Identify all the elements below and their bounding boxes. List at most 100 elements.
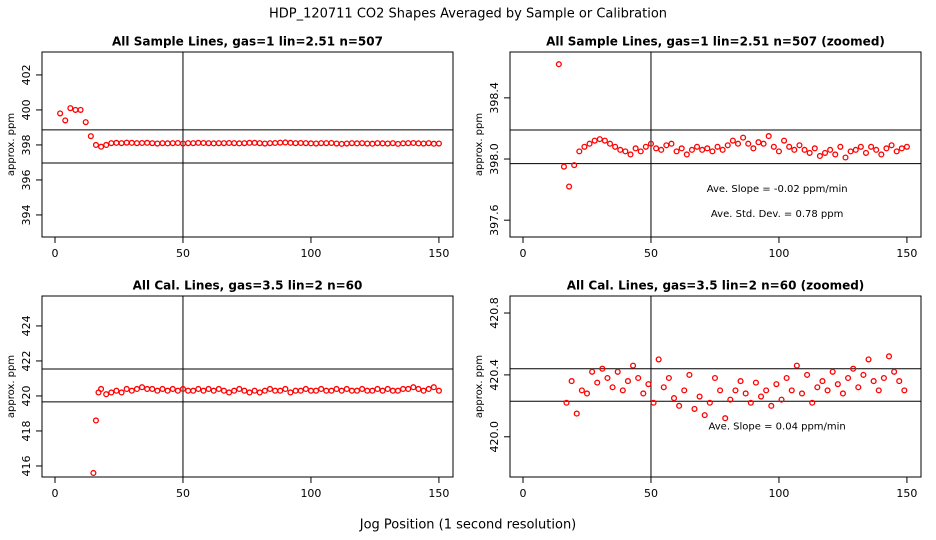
point — [374, 385, 381, 393]
point — [896, 378, 903, 385]
point — [555, 61, 562, 68]
panel-title: All Cal. Lines, gas=3.5 lin=2 n=60 (zoom… — [567, 279, 865, 293]
point — [149, 385, 156, 393]
point — [415, 140, 422, 147]
figure-title: HDP_120711 CO2 Shapes Averaged by Sample… — [269, 7, 667, 22]
point — [108, 140, 115, 147]
point — [164, 140, 171, 147]
point — [778, 396, 785, 403]
y-tick-label: 396 — [20, 169, 33, 190]
point — [711, 374, 719, 382]
point — [266, 140, 274, 147]
point — [686, 371, 693, 378]
point — [724, 142, 731, 149]
point — [635, 374, 642, 382]
point — [118, 140, 125, 147]
point — [645, 381, 652, 388]
point — [850, 365, 857, 372]
point — [87, 133, 94, 140]
point — [405, 140, 412, 147]
point — [410, 384, 417, 391]
point — [891, 368, 898, 375]
annotation: Ave. Slope = 0.04 ppm/min — [709, 421, 846, 432]
point — [338, 140, 345, 147]
point — [727, 396, 734, 403]
point — [394, 387, 402, 394]
point — [62, 117, 69, 124]
y-tick-label: 400 — [20, 99, 33, 120]
point — [763, 387, 770, 394]
point — [200, 387, 207, 394]
point — [630, 362, 637, 369]
point — [573, 410, 580, 417]
point — [246, 139, 253, 146]
point — [719, 146, 726, 153]
point — [604, 374, 611, 382]
point — [804, 371, 811, 378]
point — [359, 140, 366, 147]
point — [722, 415, 729, 422]
x-tick-label: 100 — [300, 247, 321, 260]
y-axis-label: approx. ppm — [6, 355, 17, 418]
point — [781, 137, 788, 144]
point — [663, 142, 670, 149]
point — [72, 106, 79, 113]
point — [282, 139, 289, 146]
y-axis-label: approx. ppm — [6, 113, 17, 176]
point — [369, 140, 376, 147]
point — [364, 140, 371, 147]
point — [637, 148, 644, 155]
point — [231, 140, 238, 147]
point — [737, 378, 744, 385]
point — [144, 385, 151, 393]
point — [98, 143, 105, 150]
annotation: Ave. Std. Dev. = 0.78 ppm — [711, 209, 843, 220]
point — [231, 387, 238, 394]
point — [670, 395, 678, 402]
point — [379, 387, 386, 394]
point — [655, 356, 662, 363]
point — [612, 143, 619, 150]
point — [885, 353, 893, 360]
point — [348, 387, 355, 394]
point — [857, 143, 864, 150]
point — [714, 143, 721, 150]
point — [82, 119, 89, 126]
point — [241, 140, 248, 147]
point — [338, 387, 345, 394]
point — [832, 151, 839, 158]
point — [210, 140, 217, 147]
point — [133, 140, 140, 147]
point — [266, 385, 274, 393]
y-tick-label: 402 — [20, 64, 33, 85]
point — [903, 143, 910, 150]
point — [287, 389, 294, 396]
point — [425, 385, 432, 393]
point — [809, 399, 816, 406]
point — [67, 105, 74, 112]
point — [430, 140, 437, 147]
point — [606, 140, 614, 147]
point — [272, 387, 279, 394]
point — [814, 384, 821, 391]
point — [353, 387, 361, 394]
point — [829, 368, 836, 375]
point — [348, 140, 355, 147]
x-axis-label: Jog Position (1 second resolution) — [359, 518, 577, 533]
y-tick-label: 420 — [20, 385, 33, 406]
x-tick-label: 50 — [176, 247, 190, 260]
point — [650, 399, 657, 406]
point — [256, 140, 263, 147]
point — [622, 148, 629, 155]
point — [128, 139, 135, 146]
point — [185, 387, 192, 394]
point — [236, 385, 243, 393]
point — [819, 378, 826, 385]
point — [865, 356, 872, 363]
point — [875, 387, 882, 394]
point — [632, 145, 639, 152]
point — [599, 365, 606, 372]
point — [98, 385, 105, 393]
point — [691, 405, 698, 412]
